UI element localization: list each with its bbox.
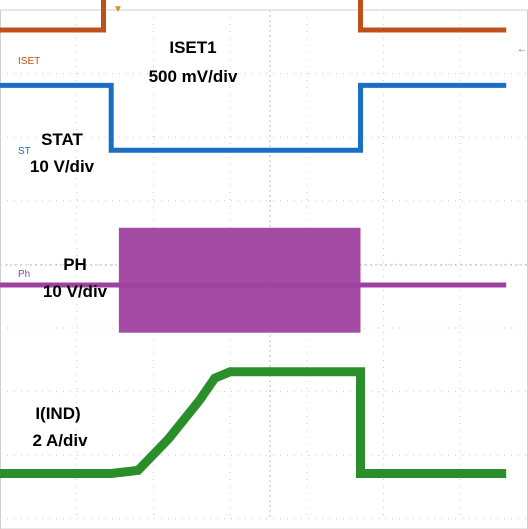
annotation-ph-scale: 10 V/div bbox=[43, 282, 108, 301]
trace-iind bbox=[0, 367, 507, 478]
annotation-iset1-scale: 500 mV/div bbox=[149, 67, 238, 86]
annotation-iset1-name: ISET1 bbox=[169, 38, 216, 57]
annotation-ph-name: PH bbox=[63, 255, 87, 274]
trace-ph-switching-band bbox=[118, 227, 361, 333]
annotation-stat: STAT 10 V/div bbox=[30, 130, 95, 176]
trace-iset1 bbox=[0, 0, 507, 33]
traces bbox=[0, 0, 507, 478]
annotation-iind-scale: 2 A/div bbox=[32, 431, 88, 450]
annotation-iind: I(IND) 2 A/div bbox=[32, 404, 88, 450]
annotation-stat-scale: 10 V/div bbox=[30, 157, 95, 176]
right-arrow-marker-icon: ← bbox=[517, 44, 527, 55]
annotation-ph: PH 10 V/div bbox=[43, 255, 108, 301]
trigger-marker-icon: ▼ bbox=[113, 4, 123, 15]
channel-marker-ph: Ph bbox=[18, 269, 30, 280]
annotation-iind-name: I(IND) bbox=[35, 404, 80, 423]
annotation-stat-name: STAT bbox=[41, 130, 83, 149]
trace-stat bbox=[0, 82, 507, 153]
annotation-iset1: ISET1 500 mV/div bbox=[149, 38, 238, 86]
channel-markers: ISET ST Ph bbox=[18, 56, 40, 280]
channel-marker-iset: ISET bbox=[18, 56, 40, 67]
channel-marker-st: ST bbox=[18, 146, 31, 157]
